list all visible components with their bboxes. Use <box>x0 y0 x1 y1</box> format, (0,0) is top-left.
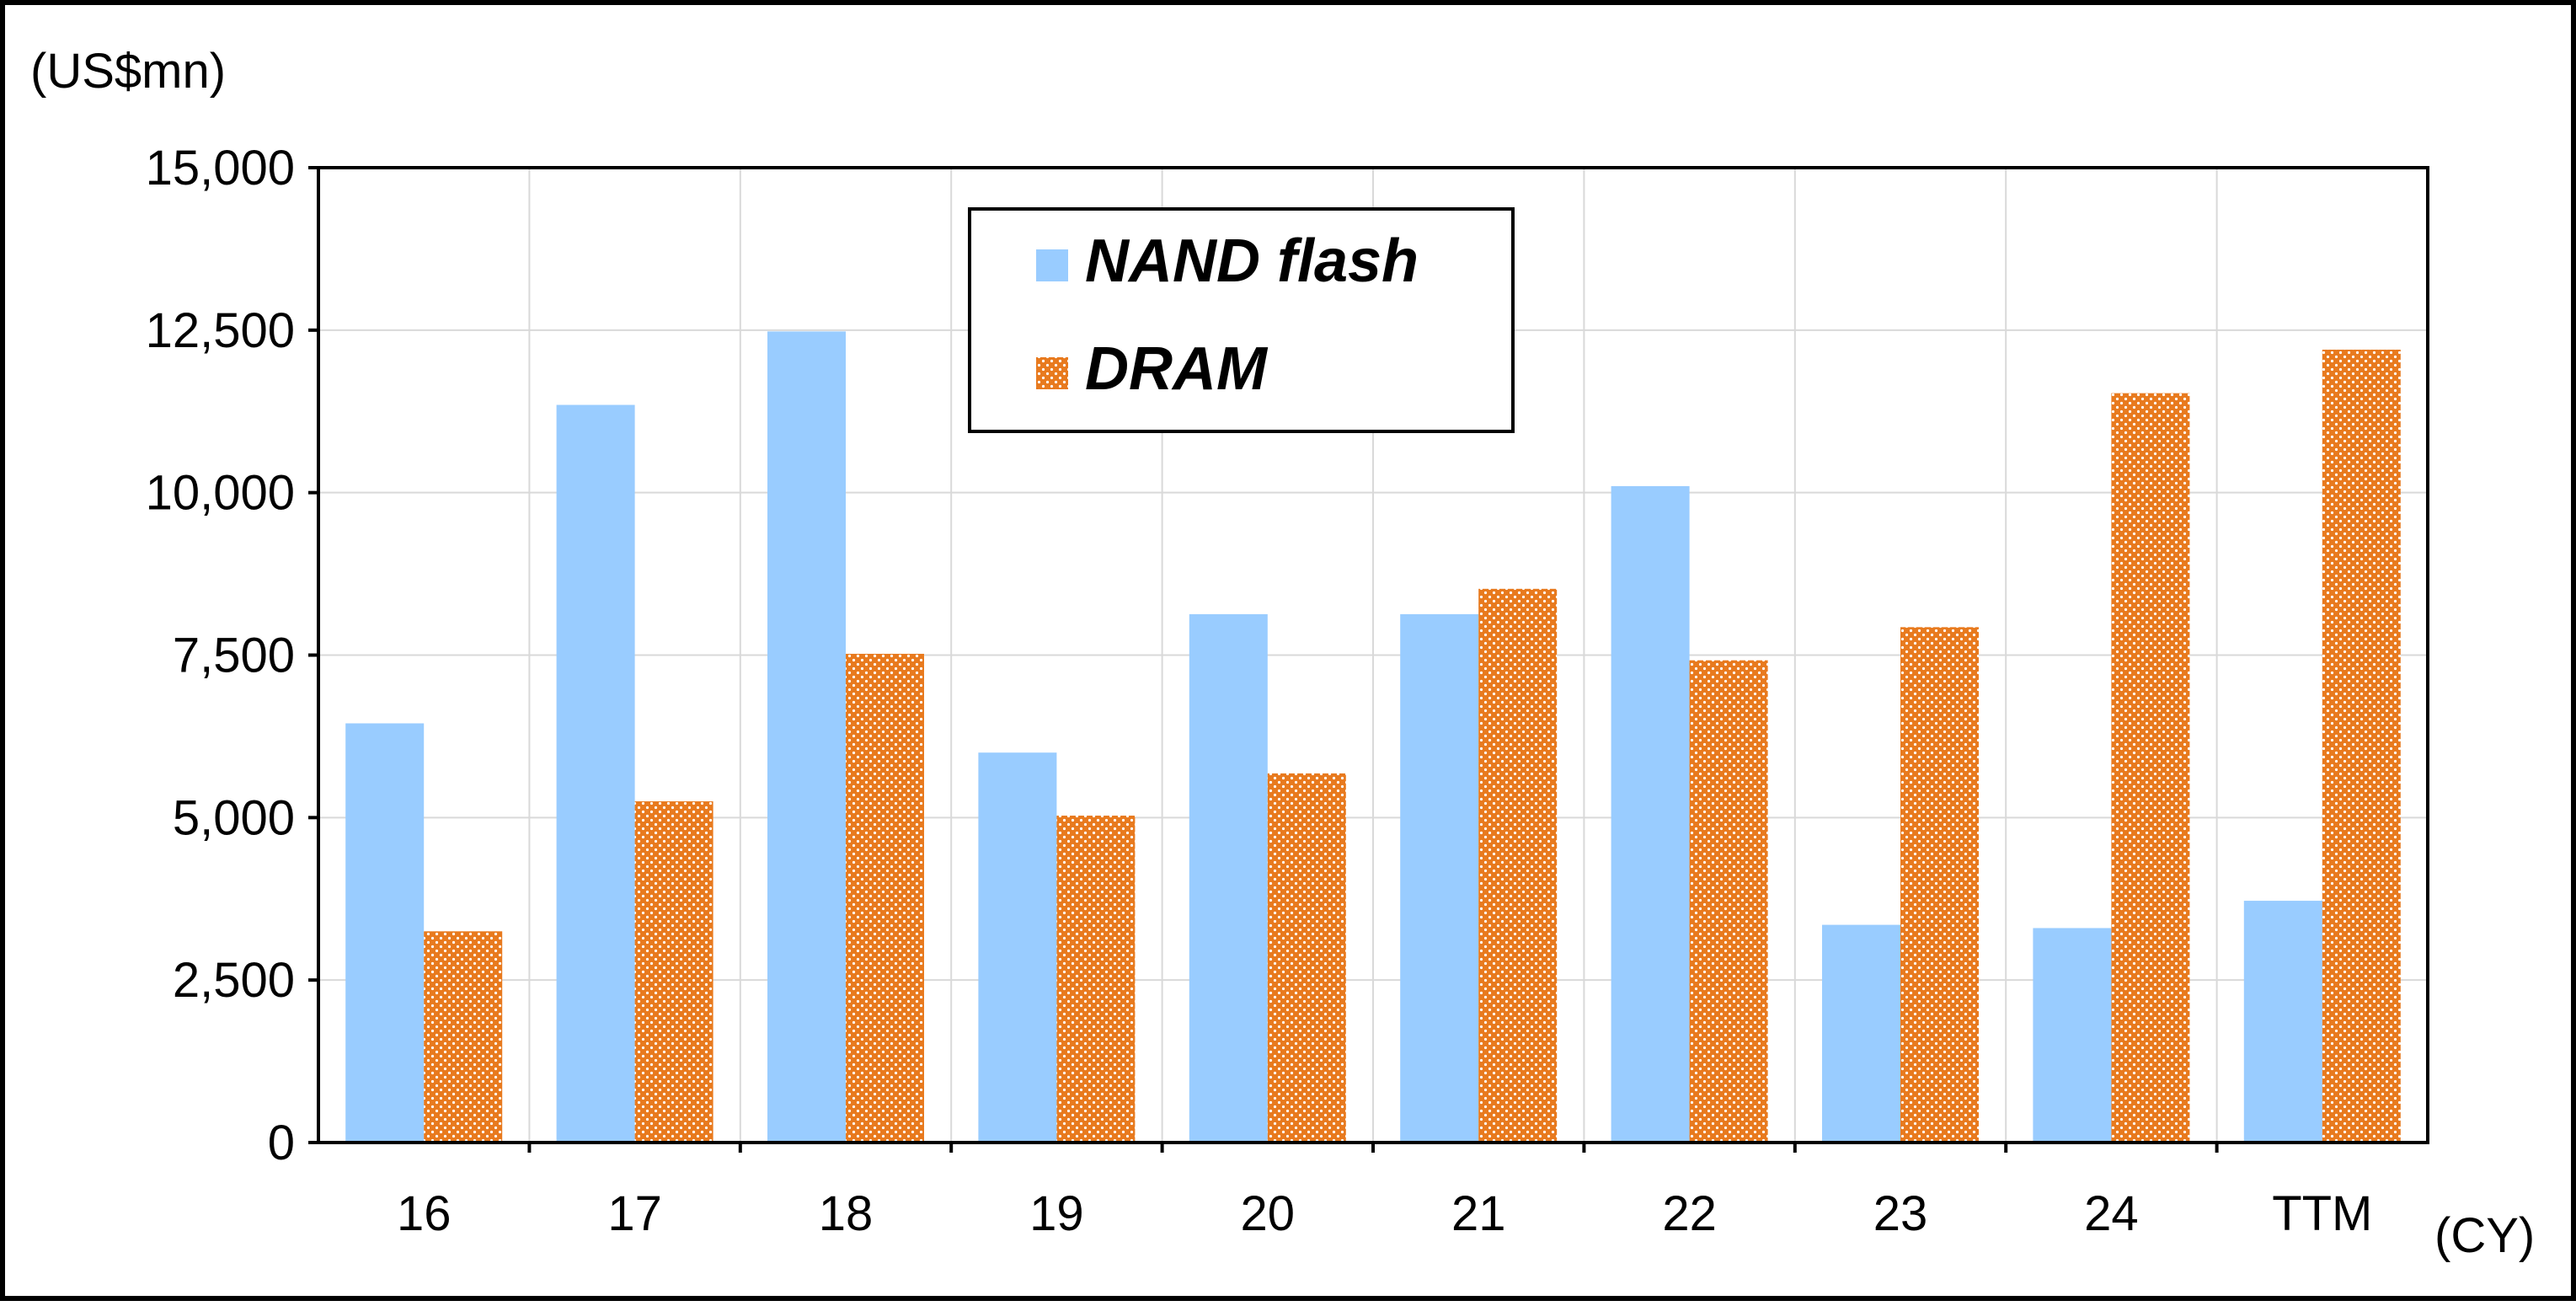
y-axis-unit-label: (US$mn) <box>30 44 226 99</box>
x-tick-label: 17 <box>607 1186 662 1241</box>
bar-dram-22 <box>1689 660 1768 1143</box>
legend-swatch-dram <box>1036 357 1068 389</box>
bar-nand-17 <box>556 404 635 1143</box>
bar-nand-20 <box>1189 613 1268 1143</box>
bar-dram-23 <box>1900 627 1979 1143</box>
x-tick-label: 16 <box>397 1186 452 1241</box>
bars <box>345 331 2401 1143</box>
legend-box <box>968 207 1515 433</box>
bar-nand-16 <box>345 723 425 1143</box>
bar-nand-21 <box>1400 613 1479 1143</box>
bar-dram-TTM <box>2322 349 2401 1143</box>
bar-dram-17 <box>634 801 713 1143</box>
legend-swatch-nand <box>1036 249 1068 281</box>
bar-dram-20 <box>1267 773 1346 1143</box>
x-tick-label: 22 <box>1662 1186 1717 1241</box>
bar-dram-24 <box>2111 393 2190 1143</box>
tick-labels: 0 2,500 5,000 7,500 10,000 12,500 15,000 16 17 18… <box>146 141 2373 1241</box>
x-tick-label: 24 <box>2084 1186 2139 1241</box>
x-axis-unit-label: (CY) <box>2434 1208 2535 1263</box>
y-tick-label: 12,500 <box>146 303 295 358</box>
y-tick-label: 15,000 <box>146 141 295 195</box>
legend-label-nand: NAND flash <box>1085 227 1419 295</box>
y-tick-label: 0 <box>268 1116 295 1170</box>
x-tick-label: 20 <box>1241 1186 1296 1241</box>
y-tick-label: 5,000 <box>173 790 295 845</box>
bar-nand-22 <box>1611 485 1690 1143</box>
bar-dram-19 <box>1056 816 1136 1143</box>
axes <box>308 166 2429 1153</box>
bar-dram-16 <box>424 931 503 1143</box>
x-tick-label: TTM <box>2272 1186 2372 1241</box>
legend: NAND flash DRAM <box>968 207 1515 433</box>
bar-nand-18 <box>767 331 846 1143</box>
bar-dram-18 <box>846 653 924 1143</box>
x-tick-label: 23 <box>1873 1186 1928 1241</box>
bar-nand-23 <box>1822 924 1900 1143</box>
y-tick-label: 7,500 <box>173 629 295 683</box>
bar-nand-TTM <box>2243 901 2322 1143</box>
y-tick-label: 10,000 <box>146 466 295 521</box>
x-tick-label: 19 <box>1029 1186 1084 1241</box>
x-tick-label: 18 <box>819 1186 874 1241</box>
legend-label-dram: DRAM <box>1085 335 1269 403</box>
bar-nand-19 <box>978 752 1057 1143</box>
bar-dram-21 <box>1478 588 1558 1143</box>
y-tick-label: 2,500 <box>173 953 295 1008</box>
x-tick-label: 21 <box>1451 1186 1506 1241</box>
plot-area-border <box>317 166 2429 1144</box>
bar-chart: 0 2,500 5,000 7,500 10,000 12,500 15,000 16 17 18… <box>30 44 2535 1263</box>
bar-nand-24 <box>2033 928 2112 1143</box>
